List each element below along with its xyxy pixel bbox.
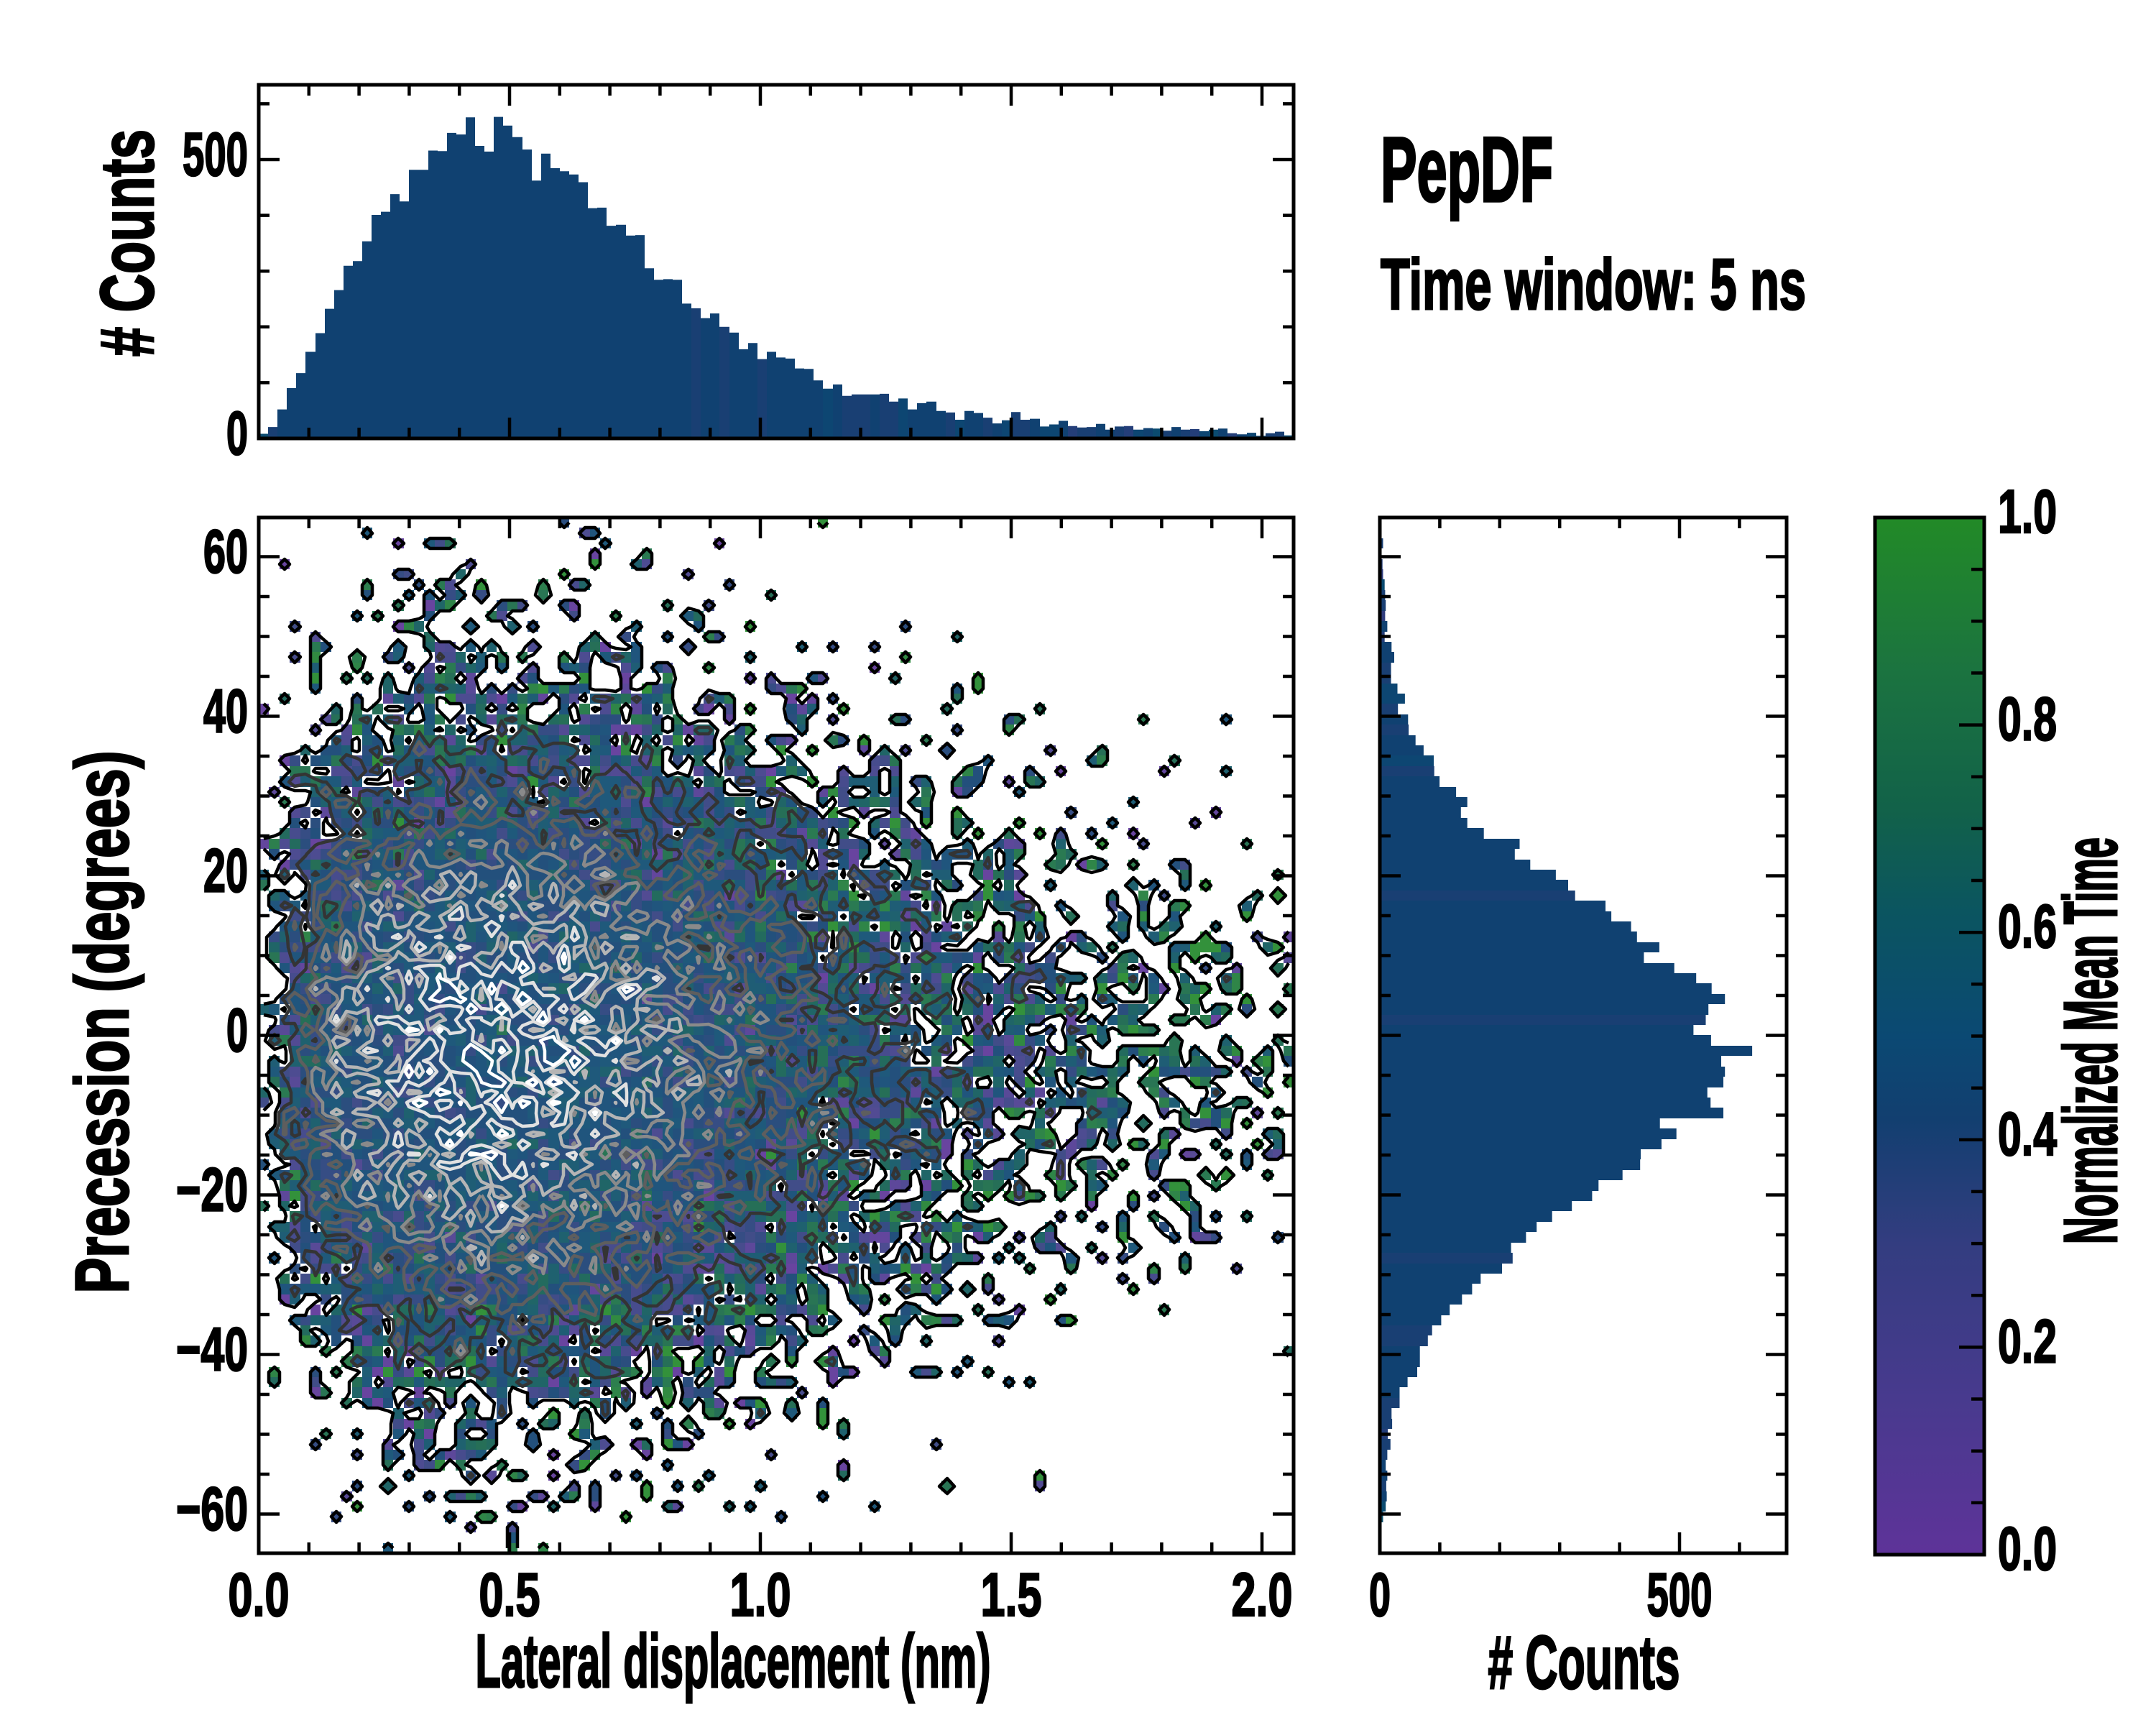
svg-text:Normalized Mean Time: Normalized Mean Time xyxy=(2049,837,2133,1244)
svg-text:Precession (degrees): Precession (degrees) xyxy=(60,751,144,1294)
svg-text:0: 0 xyxy=(226,400,248,468)
svg-text:Lateral displacement (nm): Lateral displacement (nm) xyxy=(476,1619,991,1703)
svg-text:500: 500 xyxy=(183,121,248,189)
svg-text:1.5: 1.5 xyxy=(981,1561,1042,1629)
svg-text:0: 0 xyxy=(226,997,248,1065)
svg-text:0.8: 0.8 xyxy=(1998,686,2057,754)
svg-text:0.6: 0.6 xyxy=(1998,893,2057,961)
svg-text:PepDF: PepDF xyxy=(1381,119,1553,221)
svg-text:−20: −20 xyxy=(176,1156,248,1225)
svg-text:20: 20 xyxy=(203,837,248,906)
svg-text:0.4: 0.4 xyxy=(1998,1100,2057,1169)
svg-text:0: 0 xyxy=(1369,1561,1391,1629)
svg-text:−60: −60 xyxy=(176,1476,248,1544)
svg-text:1.0: 1.0 xyxy=(1998,478,2057,546)
svg-text:60: 60 xyxy=(203,518,248,586)
svg-text:500: 500 xyxy=(1647,1561,1713,1629)
svg-text:Time window: 5 ns: Time window: 5 ns xyxy=(1381,244,1806,325)
svg-text:0.2: 0.2 xyxy=(1998,1307,2057,1376)
svg-text:2.0: 2.0 xyxy=(1232,1561,1293,1629)
svg-text:0.0: 0.0 xyxy=(229,1561,290,1629)
svg-text:−40: −40 xyxy=(176,1316,248,1384)
svg-text:# Counts: # Counts xyxy=(1488,1621,1680,1705)
svg-text:40: 40 xyxy=(203,678,248,746)
svg-text:0.0: 0.0 xyxy=(1998,1515,2057,1583)
svg-text:1.0: 1.0 xyxy=(730,1561,791,1629)
svg-text:0.5: 0.5 xyxy=(479,1561,540,1629)
svg-text:# Counts: # Counts xyxy=(86,129,170,356)
